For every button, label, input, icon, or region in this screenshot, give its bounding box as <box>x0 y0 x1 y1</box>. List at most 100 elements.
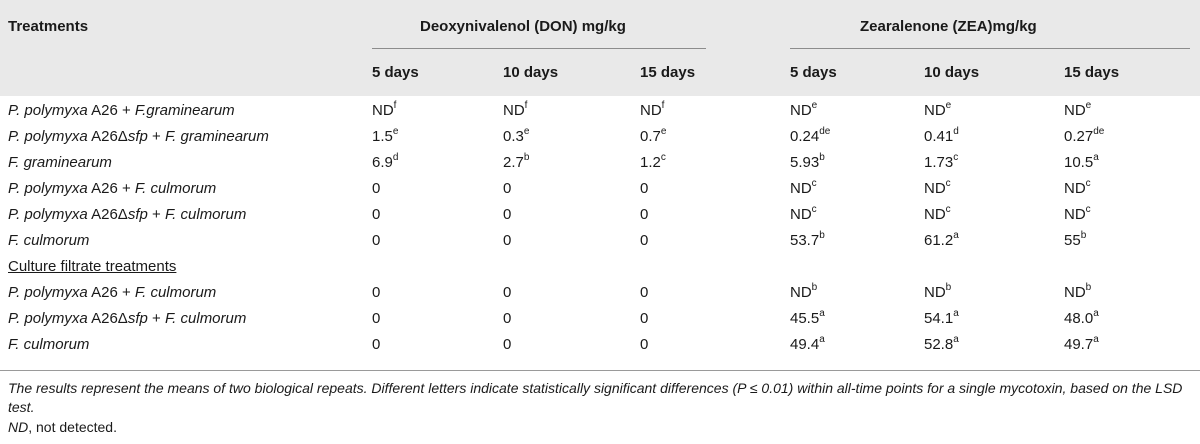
value-number: 6.9 <box>372 154 393 171</box>
value-number: ND <box>790 206 812 223</box>
significance-letter: e <box>811 100 818 111</box>
significance-letter: b <box>1080 230 1087 241</box>
significance-letter: d <box>953 126 959 137</box>
significance-letter: f <box>393 100 397 111</box>
value-cell: NDc <box>924 205 951 224</box>
label-part: sfp <box>127 206 148 223</box>
don-group-rule <box>372 48 706 49</box>
significance-letter: c <box>1085 178 1091 189</box>
value-number: 0 <box>372 310 381 327</box>
value-number: 0.27 <box>1064 128 1094 145</box>
value-number: 0 <box>640 336 649 353</box>
value-cell: NDf <box>503 100 528 120</box>
significance-letter: a <box>1093 152 1099 163</box>
value-cell: 0.3e <box>503 127 529 146</box>
value-cell: 0 <box>372 232 380 250</box>
value-cell: 0 <box>503 310 511 328</box>
table-row: P. polymyxa A26 + F.graminearum NDf NDf NDf… <box>0 98 1200 124</box>
value-number: 0.41 <box>924 128 954 145</box>
label-part: A26 + <box>87 102 135 119</box>
label-part: P. polymyxa <box>8 180 88 197</box>
significance-letter: e <box>945 100 952 111</box>
label-part: F. culmorum <box>134 180 217 197</box>
value-cell: 55b <box>1064 230 1087 250</box>
value-cell: 5.93b <box>790 153 825 172</box>
treatment-label: P. polymyxa A26 + F. culmorum <box>8 284 216 302</box>
significance-letter: d <box>392 152 399 163</box>
value-cell: 0 <box>372 336 380 354</box>
value-cell: NDe <box>1064 101 1091 120</box>
value-cell: 0 <box>372 284 380 302</box>
label-part: F. graminearum <box>8 154 112 171</box>
significance-letter: de <box>1093 126 1105 137</box>
value-cell: NDc <box>1064 178 1091 198</box>
value-cell: 53.7b <box>790 230 825 250</box>
value-number: 0 <box>372 336 381 353</box>
value-cell: 0 <box>503 206 511 224</box>
value-number: 10.5 <box>1064 154 1094 171</box>
value-number: 1.5 <box>372 128 393 145</box>
value-number: 49.7 <box>1064 336 1094 353</box>
treatment-label: P. polymyxa A26Δsfp + F. graminearum <box>8 128 269 146</box>
label-part: sfp <box>127 310 148 327</box>
header-treatments: Treatments <box>8 18 89 35</box>
value-number: 0.24 <box>790 128 820 145</box>
value-cell: NDf <box>372 100 397 120</box>
value-number: 0 <box>503 206 512 223</box>
value-cell: NDc <box>790 205 817 224</box>
value-number: 0 <box>503 336 512 353</box>
value-number: 0 <box>503 180 512 197</box>
value-cell: 0 <box>640 284 648 302</box>
table-row: P. polymyxa A26Δsfp + F. culmorum 0 0 0 45.5… <box>0 306 1200 332</box>
label-part: F. culmorum <box>164 310 247 327</box>
significance-letter: a <box>953 230 959 241</box>
value-number: 54.1 <box>924 310 954 327</box>
label-part: P. polymyxa <box>8 102 88 119</box>
value-number: 0 <box>372 284 381 301</box>
significance-letter: c <box>660 152 666 163</box>
value-cell: NDe <box>790 100 818 120</box>
significance-letter: b <box>819 230 825 241</box>
value-number: ND <box>790 284 812 301</box>
value-number: 49.4 <box>790 336 820 353</box>
value-number: 0 <box>640 284 649 301</box>
value-cell: 1.5e <box>372 127 398 146</box>
value-number: 0 <box>372 180 381 197</box>
value-cell: 10.5a <box>1064 152 1099 172</box>
zea-group-rule <box>790 48 1190 49</box>
value-cell: 0.41d <box>924 126 959 146</box>
value-number: 48.0 <box>1064 310 1094 327</box>
value-number: 0 <box>503 310 512 327</box>
value-cell: 0 <box>640 336 648 354</box>
significance-letter: de <box>819 126 831 137</box>
value-number: ND <box>372 102 394 119</box>
value-number: 61.2 <box>924 232 954 249</box>
significance-letter: b <box>945 282 952 293</box>
label-part: A26 + <box>87 284 135 301</box>
value-number: 0 <box>503 284 512 301</box>
label-part: + <box>147 128 165 145</box>
footnote-significance: The results represent the means of two b… <box>8 380 1183 415</box>
label-part: A26Δ <box>87 310 128 327</box>
table-row: P. polymyxa A26 + F. culmorum 0 0 0 NDc NDc ND… <box>0 176 1200 202</box>
label-part: sfp <box>127 128 148 145</box>
value-cell: 0 <box>372 180 380 198</box>
value-number: ND <box>1064 180 1086 197</box>
value-cell: 49.7a <box>1064 335 1099 354</box>
significance-letter: a <box>1093 308 1099 319</box>
value-cell: NDc <box>924 178 951 198</box>
treatment-label: F. graminearum <box>8 154 112 172</box>
value-cell: 1.2c <box>640 152 666 172</box>
value-number: 1.2 <box>640 154 661 171</box>
value-cell: 61.2a <box>924 230 959 250</box>
significance-letter: a <box>953 334 959 345</box>
value-cell: 0 <box>640 232 648 250</box>
table-row: P. polymyxa A26Δsfp + F. graminearum 1.5e… <box>0 124 1200 150</box>
label-part: F. culmorum <box>8 336 90 353</box>
value-cell: 0 <box>503 284 511 302</box>
value-number: 52.8 <box>924 336 954 353</box>
value-cell: 0 <box>640 180 648 198</box>
significance-letter: c <box>945 178 951 189</box>
significance-letter: f <box>524 100 528 111</box>
label-part: P. polymyxa <box>8 128 88 145</box>
